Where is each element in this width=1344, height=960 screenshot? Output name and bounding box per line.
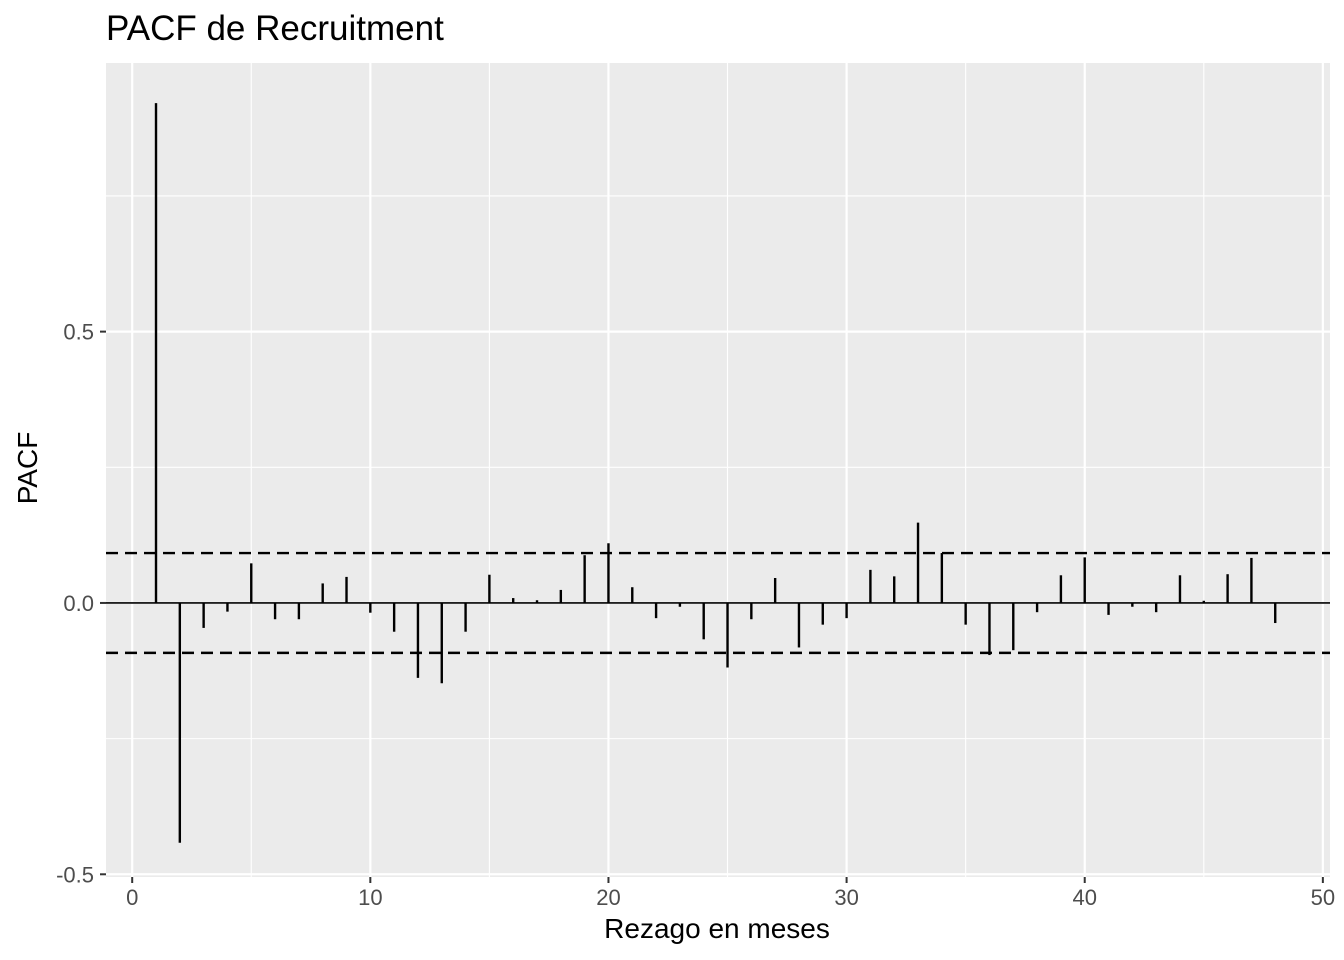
y-axis: -0.5 0.0 0.5 (56, 320, 106, 887)
x-tick-label: 10 (358, 885, 382, 910)
y-axis-title: PACF (12, 432, 43, 505)
pacf-bars (154, 103, 1277, 843)
major-gridlines (106, 63, 1330, 877)
y-tick-label: 0.5 (63, 320, 94, 345)
y-tick-label: 0.0 (63, 591, 94, 616)
x-axis: 0 10 20 30 40 50 (126, 877, 1335, 910)
x-tick-label: 20 (596, 885, 620, 910)
x-tick-label: 50 (1311, 885, 1335, 910)
plot-panel (106, 63, 1330, 877)
x-tick-label: 30 (834, 885, 858, 910)
chart-title: PACF de Recruitment (106, 9, 444, 48)
minor-gridlines (106, 63, 1330, 877)
x-axis-title: Rezago en meses (604, 913, 830, 944)
x-tick-label: 0 (126, 885, 138, 910)
y-tick-label: -0.5 (56, 862, 94, 887)
x-tick-label: 40 (1072, 885, 1096, 910)
